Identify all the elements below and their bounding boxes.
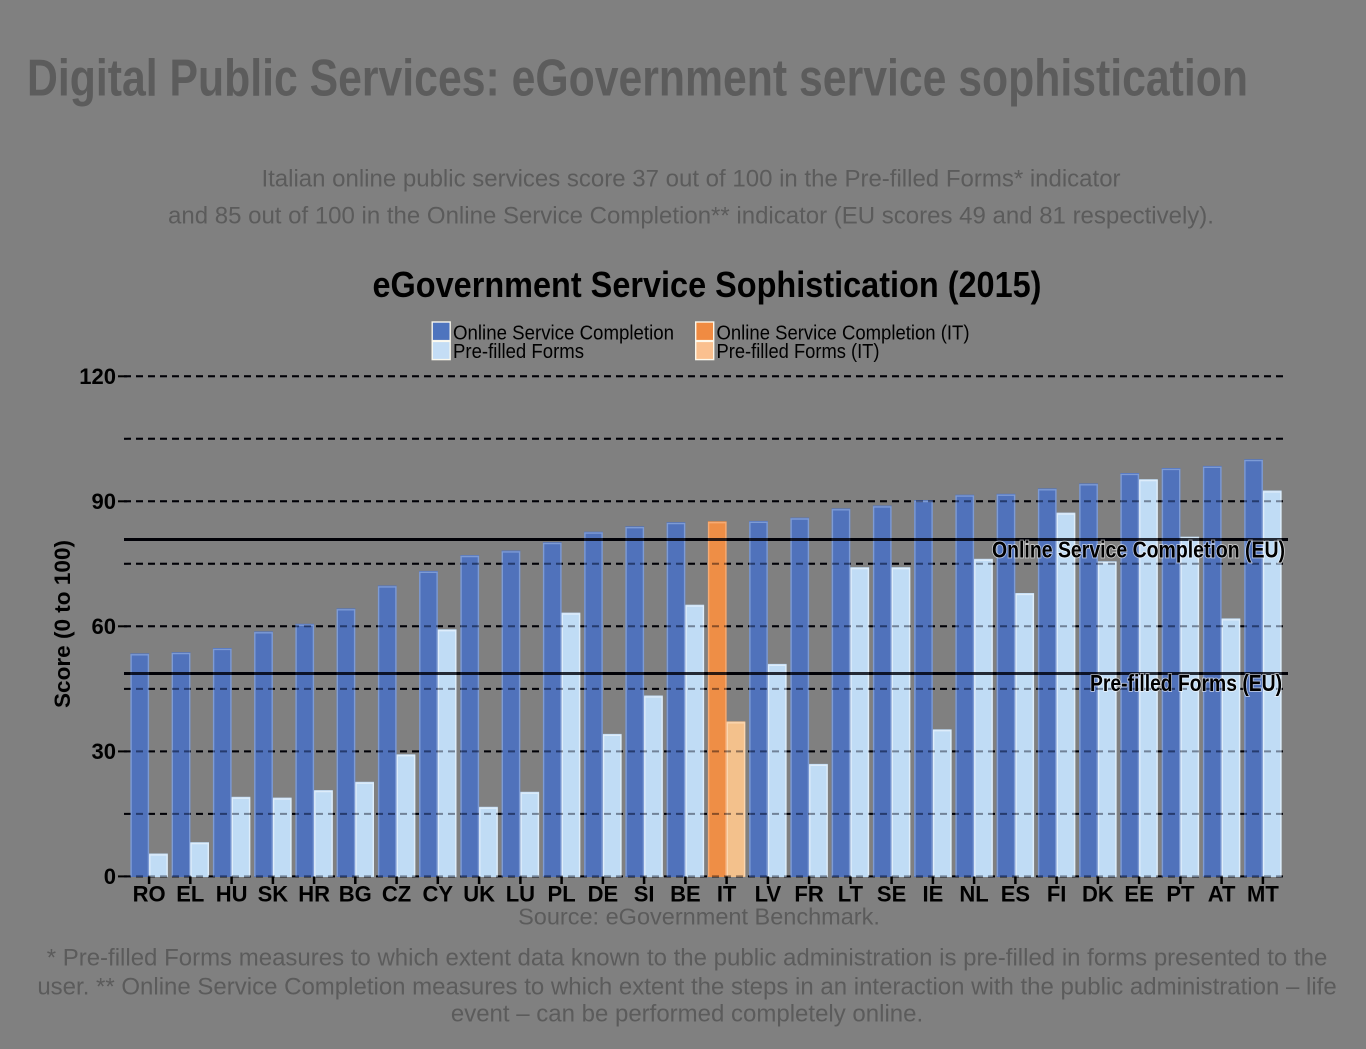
svg-text:DE: DE: [588, 882, 619, 907]
svg-text:PT: PT: [1166, 882, 1195, 907]
svg-text:DK: DK: [1082, 882, 1114, 907]
svg-text:LU: LU: [506, 882, 535, 907]
svg-text:IE: IE: [923, 882, 944, 907]
svg-text:SK: SK: [258, 882, 289, 907]
svg-text:30: 30: [92, 739, 116, 764]
svg-text:eGovernment Service Sophistica: eGovernment Service Sophistication (2015…: [373, 264, 1042, 305]
svg-text:RO: RO: [133, 882, 166, 907]
svg-text:Online Service Completion (EU): Online Service Completion (EU): [992, 537, 1285, 563]
svg-text:CZ: CZ: [382, 882, 411, 907]
svg-text:NL: NL: [959, 882, 988, 907]
svg-text:BE: BE: [670, 882, 701, 907]
svg-text:IT: IT: [717, 882, 737, 907]
svg-text:PL: PL: [548, 882, 576, 907]
svg-text:LT: LT: [838, 882, 864, 907]
svg-text:Pre-filled Forms (IT): Pre-filled Forms (IT): [717, 341, 880, 363]
svg-text:event – can be performed compl: event – can be performed completely onli…: [451, 1001, 923, 1028]
svg-text:FR: FR: [794, 882, 823, 907]
svg-text:Online Service Completion (IT): Online Service Completion (IT): [717, 323, 970, 345]
svg-text:90: 90: [92, 489, 116, 514]
svg-text:HU: HU: [216, 882, 248, 907]
svg-text:ES: ES: [1001, 882, 1030, 907]
svg-text:Pre-filled Forms: Pre-filled Forms: [453, 341, 584, 363]
svg-text:user. ** Online Service Comple: user. ** Online Service Completion measu…: [37, 974, 1336, 1001]
svg-text:SI: SI: [634, 882, 655, 907]
svg-text:AT: AT: [1208, 882, 1236, 907]
svg-text:Pre-filled Forms (EU): Pre-filled Forms (EU): [1090, 670, 1282, 696]
svg-text:UK: UK: [463, 882, 495, 907]
svg-text:SE: SE: [877, 882, 906, 907]
svg-text:MT: MT: [1247, 882, 1279, 907]
svg-text:Digital Public Services: eGove: Digital Public Services: eGovernment ser…: [27, 50, 1248, 108]
svg-text:120: 120: [79, 364, 116, 389]
svg-text:Source: eGovernment Benchmark.: Source: eGovernment Benchmark.: [518, 904, 880, 930]
svg-text:and 85 out of 100 in the Onlin: and 85 out of 100 in the Online Service …: [168, 203, 1214, 230]
svg-text:Online Service Completion: Online Service Completion: [453, 323, 674, 345]
svg-text:LV: LV: [755, 882, 782, 907]
svg-text:0: 0: [104, 864, 116, 889]
svg-text:HR: HR: [298, 882, 330, 907]
svg-text:60: 60: [92, 614, 116, 639]
svg-text:BG: BG: [339, 882, 372, 907]
svg-text:EL: EL: [176, 882, 204, 907]
svg-text:Italian online public services: Italian online public services score 37 …: [261, 166, 1120, 193]
svg-text:FI: FI: [1047, 882, 1067, 907]
svg-text:CY: CY: [423, 882, 454, 907]
svg-text:EE: EE: [1124, 882, 1153, 907]
svg-text:Score (0 to 100): Score (0 to 100): [50, 540, 75, 708]
svg-text:* Pre-filled Forms measures to: * Pre-filled Forms measures to which ext…: [47, 945, 1328, 972]
